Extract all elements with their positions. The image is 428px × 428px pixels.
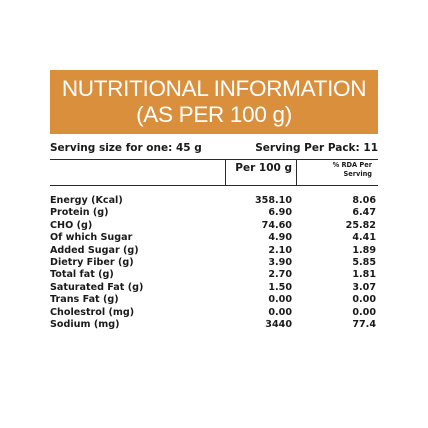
nutrient-name: Trans Fat (g) xyxy=(50,294,119,306)
rda-value: 3.07 xyxy=(352,281,376,293)
column-divider-2 xyxy=(296,159,297,185)
serving-size: Serving size for one: 45 g xyxy=(50,142,202,154)
rda-value: 4.41 xyxy=(352,232,376,244)
table-row: Protein (g) 6.90 6.47 xyxy=(50,207,378,219)
per100-value: 74.60 xyxy=(261,219,292,231)
title-line-1: NUTRITIONAL INFORMATION xyxy=(61,76,367,101)
table-row: Of which Sugar 4.90 4.41 xyxy=(50,232,378,244)
rda-value: 0.00 xyxy=(352,306,376,318)
column-header-per100: Per 100 g xyxy=(235,162,292,174)
nutrient-name: Total fat (g) xyxy=(50,269,114,281)
table-top-rule xyxy=(50,159,378,160)
table-row: Cholestrol (mg) 0.00 0.00 xyxy=(50,307,378,319)
nutrient-name: Of which Sugar xyxy=(50,232,133,244)
table-row: CHO (g) 74.60 25.82 xyxy=(50,220,378,232)
nutrient-name: Protein (g) xyxy=(50,207,109,219)
table-row: Energy (Kcal) 358.10 8.06 xyxy=(50,195,378,207)
table-row: Added Sugar (g) 2.10 1.89 xyxy=(50,245,378,257)
per100-value: 1.50 xyxy=(268,281,292,293)
table-row: Saturated Fat (g) 1.50 3.07 xyxy=(50,282,378,294)
serving-per-pack: Serving Per Pack: 11 xyxy=(255,142,378,154)
per100-value: 3.90 xyxy=(268,256,292,268)
rda-value: 77.4 xyxy=(352,318,376,330)
rda-value: 1.89 xyxy=(352,244,376,256)
serving-info: Serving size for one: 45 g Serving Per P… xyxy=(50,142,378,158)
per100-value: 3440 xyxy=(265,318,292,330)
rda-header-line-2: Serving xyxy=(343,169,372,178)
column-header-rda: % RDA Per Serving xyxy=(298,161,372,178)
nutrition-table-body: Energy (Kcal) 358.10 8.06 Protein (g) 6.90 6.… xyxy=(50,195,378,331)
title-line-2: (AS PER 100 g) xyxy=(136,102,292,127)
nutrient-name: Energy (Kcal) xyxy=(50,195,123,206)
title-banner: NUTRITIONAL INFORMATION (AS PER 100 g) xyxy=(50,70,378,134)
nutrient-name: CHO (g) xyxy=(50,219,93,231)
per100-value: 0.00 xyxy=(268,306,292,318)
nutrient-name: Dietry Fiber (g) xyxy=(50,256,134,268)
nutrient-name: Cholestrol (mg) xyxy=(50,306,135,318)
per100-value: 6.90 xyxy=(268,207,292,219)
table-row: Dietry Fiber (g) 3.90 5.85 xyxy=(50,257,378,269)
per100-value: 358.10 xyxy=(254,195,292,206)
nutrient-name: Sodium (mg) xyxy=(50,318,120,330)
table-row: Trans Fat (g) 0.00 0.00 xyxy=(50,294,378,306)
rda-value: 6.47 xyxy=(352,207,376,219)
table-header-rule xyxy=(50,185,378,186)
per100-value: 0.00 xyxy=(268,294,292,306)
rda-header-line-1: % RDA Per xyxy=(332,161,372,169)
per100-value: 2.10 xyxy=(268,244,292,256)
nutrient-name: Saturated Fat (g) xyxy=(50,281,144,293)
nutrient-name: Added Sugar (g) xyxy=(50,244,139,256)
per100-value: 4.90 xyxy=(268,232,292,244)
column-divider-1 xyxy=(225,159,226,185)
rda-value: 8.06 xyxy=(352,195,376,206)
table-row: Total fat (g) 2.70 1.81 xyxy=(50,269,378,281)
rda-value: 0.00 xyxy=(352,294,376,306)
per100-value: 2.70 xyxy=(268,269,292,281)
rda-value: 1.81 xyxy=(352,269,376,281)
rda-value: 5.85 xyxy=(352,256,376,268)
rda-value: 25.82 xyxy=(345,219,376,231)
table-row: Sodium (mg) 3440 77.4 xyxy=(50,319,378,331)
